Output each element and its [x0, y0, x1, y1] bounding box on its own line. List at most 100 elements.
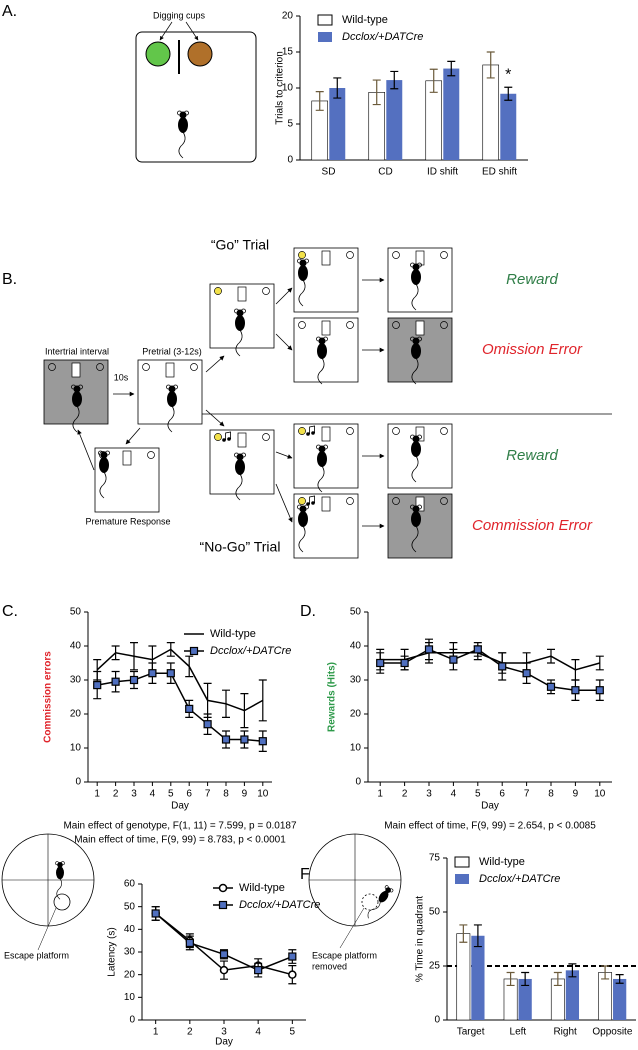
- error-bar: [459, 924, 468, 943]
- marker: [129, 675, 139, 685]
- marker: [218, 900, 228, 910]
- y-tick-label: 25: [429, 961, 441, 972]
- x-tick-label: 2: [113, 789, 119, 800]
- marker: [546, 682, 556, 691]
- marker: [148, 669, 157, 678]
- trial-label: “No-Go” Trial: [200, 539, 281, 555]
- marker: [221, 735, 231, 744]
- y-tick-label: 10: [70, 743, 82, 754]
- y-axis-label: Latency (s): [107, 927, 118, 976]
- y-tick-label: 10: [124, 992, 136, 1003]
- stage-label: Pretrial (3-12s): [142, 346, 202, 356]
- error-bar: [222, 689, 230, 718]
- y-tick-label: 40: [350, 641, 362, 652]
- y-axis-label: Commission errors: [43, 651, 54, 743]
- legend-swatch: [318, 32, 332, 42]
- error-bar: [315, 91, 324, 111]
- y-tick-label: 60: [124, 879, 136, 890]
- marker: [151, 909, 160, 918]
- diagram-a: Digging cups: [135, 10, 257, 163]
- outcome-label: Commission Error: [472, 517, 593, 534]
- bar: [443, 68, 460, 160]
- stage-label: 10s: [114, 372, 129, 382]
- marker: [424, 645, 434, 654]
- stats-text: Main effect of genotype, F(1, 11) = 7.59…: [63, 821, 297, 832]
- y-tick-label: 30: [350, 675, 362, 686]
- stage-label: Intertrial interval: [45, 346, 109, 356]
- legend-label: Wild-type: [342, 14, 388, 26]
- marker: [166, 669, 175, 678]
- error-bar: [390, 70, 399, 90]
- x-tick-label: 5: [168, 789, 174, 800]
- x-tick-label: ID shift: [427, 167, 458, 178]
- y-tick-label: 20: [124, 969, 136, 980]
- legend-label: Dcclox/+DATCre: [239, 899, 320, 911]
- diagram-e: Escape platform: [1, 833, 95, 960]
- x-tick-label: 8: [223, 789, 229, 800]
- legend-swatch: [455, 874, 469, 884]
- y-tick-label: 50: [429, 907, 441, 918]
- error-bar: [547, 648, 555, 664]
- y-tick-label: 0: [75, 777, 81, 788]
- panel-label: A.: [2, 3, 17, 20]
- y-tick-label: 20: [350, 709, 362, 720]
- diagram-label: Escape platform: [312, 950, 377, 960]
- diagram-label: Escape platform: [4, 950, 69, 960]
- x-tick-label: 10: [594, 789, 606, 800]
- line: [380, 648, 600, 691]
- x-tick-label: Target: [457, 1027, 485, 1038]
- x-tick-label: 4: [451, 789, 457, 800]
- legend-swatch: [317, 14, 333, 26]
- x-tick-label: 3: [426, 789, 432, 800]
- y-tick-label: 30: [124, 947, 136, 958]
- diagram-f: Escape platform removed: [308, 833, 402, 971]
- x-tick-label: 4: [150, 789, 156, 800]
- legend-label: Wild-type: [210, 628, 256, 640]
- x-axis-label: Day: [481, 801, 499, 812]
- panel-label: C.: [2, 603, 18, 620]
- y-tick-label: 15: [282, 47, 294, 58]
- x-tick-label: 10: [257, 789, 269, 800]
- y-axis-label: Trials to criterion: [275, 51, 286, 125]
- y-tick-label: 40: [124, 924, 136, 935]
- bar: [565, 970, 580, 1020]
- x-tick-label: 7: [524, 789, 530, 800]
- marker: [219, 965, 229, 975]
- panel-label: D.: [300, 603, 316, 620]
- bar: [386, 80, 403, 160]
- x-tick-label: 5: [475, 789, 481, 800]
- error-bar: [130, 642, 138, 671]
- bar: [471, 935, 485, 1020]
- x-tick-label: CD: [378, 167, 392, 178]
- outcome-label: Reward: [506, 271, 558, 288]
- legend-label: Wild-type: [479, 856, 525, 868]
- x-tick-label: 3: [131, 789, 137, 800]
- x-tick-label: 9: [242, 789, 248, 800]
- error-bar: [506, 971, 515, 987]
- legend-label: Wild-type: [239, 882, 285, 894]
- legend-label: Dcclox/+DATCre: [342, 31, 423, 43]
- marker: [376, 658, 385, 668]
- bar: [613, 978, 627, 1020]
- outcome-label: Omission Error: [482, 341, 583, 358]
- y-tick-label: 10: [282, 83, 294, 94]
- y-tick-label: 5: [287, 119, 293, 130]
- x-tick-label: 1: [153, 1027, 159, 1038]
- marker: [258, 737, 267, 746]
- error-bar: [185, 655, 194, 678]
- diagram-label: Digging cups: [153, 10, 206, 20]
- legend-label: Dcclox/+DATCre: [479, 873, 560, 885]
- error-bar: [553, 971, 562, 987]
- line: [96, 648, 264, 712]
- y-tick-label: 20: [70, 709, 82, 720]
- x-tick-label: 7: [205, 789, 211, 800]
- marker: [449, 655, 458, 664]
- marker: [473, 645, 482, 654]
- marker: [288, 970, 297, 979]
- line: [380, 652, 601, 671]
- error-bar: [504, 86, 513, 101]
- x-tick-label: 9: [573, 789, 579, 800]
- error-bar: [615, 974, 624, 984]
